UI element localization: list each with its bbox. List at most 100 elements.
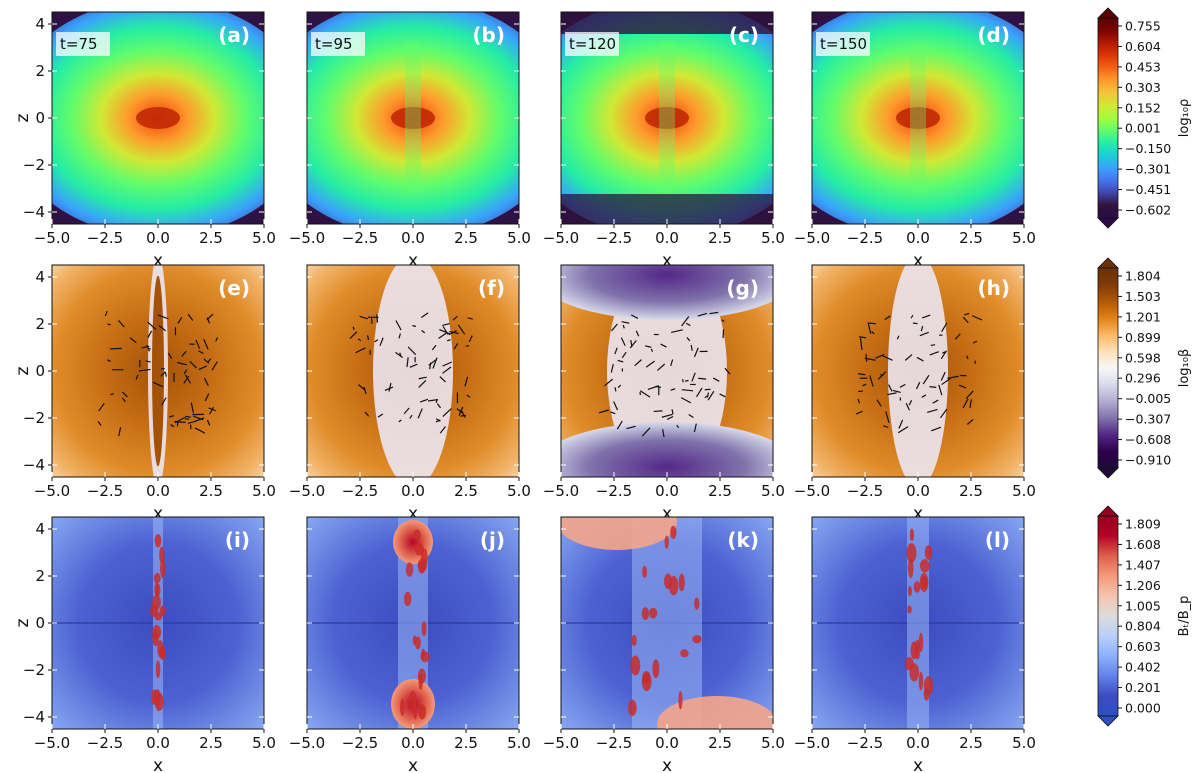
panel-field	[561, 265, 773, 477]
x-tick-label: −5.0	[34, 482, 70, 500]
panel-field	[561, 12, 773, 224]
x-tick-label: 0.0	[906, 229, 930, 247]
colorbar-extend-bottom	[1097, 217, 1119, 229]
x-tick-label: 5.0	[761, 229, 785, 247]
field-arrows	[599, 311, 731, 438]
panel-label: (e)	[218, 276, 250, 300]
panels-layer: −5.0 −2.5 0.0 2.5 5.0 4 2 0 −2 −4 (a) t=75 −5.0 −2.5 0…	[13, 11, 1036, 773]
colorbar-title: log₁₀ρ	[1177, 99, 1192, 138]
time-label: t=75	[60, 35, 98, 53]
x-tick-label: −5.0	[289, 734, 325, 752]
colorbar-tick-label: 1.206	[1125, 578, 1161, 593]
panel-label: (a)	[218, 23, 250, 47]
panel-h: −5.0 −2.5 0.0 2.5 5.0 (h)	[794, 264, 1036, 500]
x-axis-label: x	[408, 251, 418, 271]
colorbar-title: Bₜ/B_p	[1177, 596, 1192, 637]
panel-label: (d)	[977, 23, 1010, 47]
panel-field	[52, 517, 264, 729]
x-tick-label: 0.0	[401, 482, 425, 500]
colorbar-extend-bottom	[1097, 467, 1119, 479]
y-tick-label: −2	[23, 661, 45, 679]
x-axis-label: x	[408, 756, 418, 773]
x-tick-label: 2.5	[199, 229, 223, 247]
colorbar-tick-label: 1.608	[1125, 537, 1161, 552]
panel-label: (c)	[729, 23, 759, 47]
time-label: t=95	[315, 35, 353, 53]
panel-label: (b)	[472, 23, 505, 47]
x-axis-label: x	[153, 504, 163, 524]
colorbar-tick-label: 0.755	[1125, 19, 1161, 34]
panel-j: −5.0 −2.5 0.0 2.5 5.0 (j)	[289, 516, 531, 752]
y-axis-label: z	[13, 618, 33, 627]
x-axis-label: x	[153, 756, 163, 773]
colorbar-tick-label: 1.804	[1125, 269, 1161, 284]
colorbar-tick-label: 1.005	[1125, 598, 1161, 613]
y-tick-label: −2	[23, 156, 45, 174]
panel-field	[52, 12, 264, 224]
x-tick-label: −2.5	[87, 482, 123, 500]
x-tick-label: 0.0	[906, 482, 930, 500]
panel-label: (j)	[480, 528, 505, 552]
x-tick-label: 2.5	[959, 229, 983, 247]
colorbar-tick-label: 0.899	[1125, 330, 1161, 345]
x-tick-label: 2.5	[454, 229, 478, 247]
x-tick-label: 0.0	[655, 229, 679, 247]
x-tick-label: −5.0	[543, 734, 579, 752]
panel-g: −5.0 −2.5 0.0 2.5 5.0 (g)	[543, 264, 785, 500]
x-tick-label: 0.0	[906, 734, 930, 752]
time-label: t=150	[820, 35, 867, 53]
y-tick-label: 2	[35, 567, 45, 585]
panel-label: (k)	[727, 528, 759, 552]
colorbar-tick-label: −0.451	[1125, 182, 1171, 197]
colorbar-tick-label: −0.150	[1125, 141, 1171, 156]
y-tick-label: 0	[35, 614, 45, 632]
colorbar-tick-label: 1.503	[1125, 289, 1161, 304]
x-tick-label: 5.0	[507, 482, 531, 500]
x-tick-label: −2.5	[847, 734, 883, 752]
y-tick-label: −2	[23, 409, 45, 427]
x-tick-label: 5.0	[507, 229, 531, 247]
colorbar-tick-label: 0.303	[1125, 80, 1161, 95]
y-tick-label: 2	[35, 315, 45, 333]
panel-e: −5.0 −2.5 0.0 2.5 5.0 4 2 0 −2 −4 (e)	[23, 264, 276, 500]
x-tick-label: −2.5	[87, 734, 123, 752]
panel-a: −5.0 −2.5 0.0 2.5 5.0 4 2 0 −2 −4 (a) t=75	[23, 11, 276, 247]
x-tick-label: 5.0	[507, 734, 531, 752]
x-tick-label: −5.0	[289, 229, 325, 247]
x-tick-label: 2.5	[199, 482, 223, 500]
time-label: t=120	[569, 35, 616, 53]
x-axis-label: x	[662, 504, 672, 524]
y-tick-label: 4	[35, 15, 45, 33]
time-label-box	[816, 32, 870, 56]
x-tick-label: −2.5	[847, 482, 883, 500]
panel-d: −5.0 −2.5 0.0 2.5 5.0 (d) t=150	[794, 11, 1036, 247]
time-label-box	[56, 32, 110, 56]
colorbar-extend-top	[1097, 505, 1119, 517]
panel-field	[812, 12, 1024, 224]
x-tick-label: 2.5	[708, 482, 732, 500]
colorbar-tick-label: −0.910	[1125, 453, 1171, 468]
x-tick-label: −2.5	[342, 229, 378, 247]
colorbar-tick-label: 1.201	[1125, 309, 1161, 324]
y-tick-label: 0	[35, 362, 45, 380]
x-tick-label: −5.0	[289, 482, 325, 500]
x-tick-label: 2.5	[708, 734, 732, 752]
x-axis-label: x	[913, 251, 923, 271]
x-tick-label: −2.5	[342, 734, 378, 752]
colorbar-tick-label: 0.603	[1125, 639, 1161, 654]
x-axis-label: x	[913, 756, 923, 773]
colorbar-gradient	[1097, 515, 1119, 717]
colorbar-tick-label: 0.296	[1125, 371, 1161, 386]
y-axis-label: z	[13, 113, 33, 122]
x-axis-label: x	[662, 251, 672, 271]
x-tick-label: −2.5	[847, 229, 883, 247]
colorbar-tick-label: −0.301	[1125, 162, 1171, 177]
colorbar-1: 1.804 1.503 1.201 0.899 0.598 0.296 −0.005 −0.3…	[1097, 257, 1192, 479]
colorbar-tick-label: −0.608	[1125, 432, 1171, 447]
y-tick-label: 4	[35, 268, 45, 286]
colorbar-tick-label: 0.152	[1125, 100, 1161, 115]
colorbar-tick-label: 0.402	[1125, 660, 1161, 675]
y-tick-label: 2	[35, 62, 45, 80]
panel-label: (i)	[225, 528, 250, 552]
